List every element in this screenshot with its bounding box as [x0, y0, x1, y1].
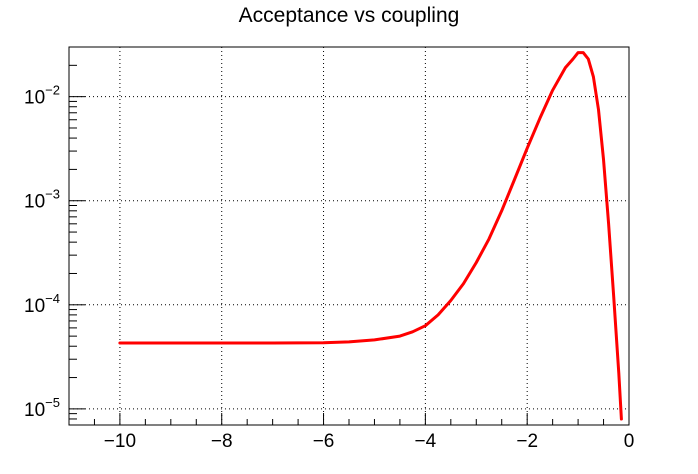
x-tick-label: 0 — [624, 431, 635, 452]
x-tick-label: −8 — [211, 431, 233, 452]
x-tick-label: −4 — [415, 431, 437, 452]
x-tick-label: −10 — [104, 431, 136, 452]
chart-title: Acceptance vs coupling — [239, 4, 460, 27]
y-tick-label: 10−3 — [24, 187, 60, 213]
grid-lines — [69, 47, 629, 425]
series-layer — [118, 51, 623, 421]
x-tick-label: −2 — [516, 431, 538, 452]
plot-frame — [68, 46, 630, 426]
tick-labels: −10 −8 −6 −4 −2 0 10−5 10−4 10−3 10−2 — [24, 83, 634, 452]
series-line — [118, 51, 623, 421]
y-tick-label: 10−5 — [24, 395, 60, 421]
y-tick-label: 10−4 — [24, 291, 60, 317]
x-tick-label: −6 — [313, 431, 335, 452]
y-tick-label: 10−2 — [24, 83, 60, 109]
